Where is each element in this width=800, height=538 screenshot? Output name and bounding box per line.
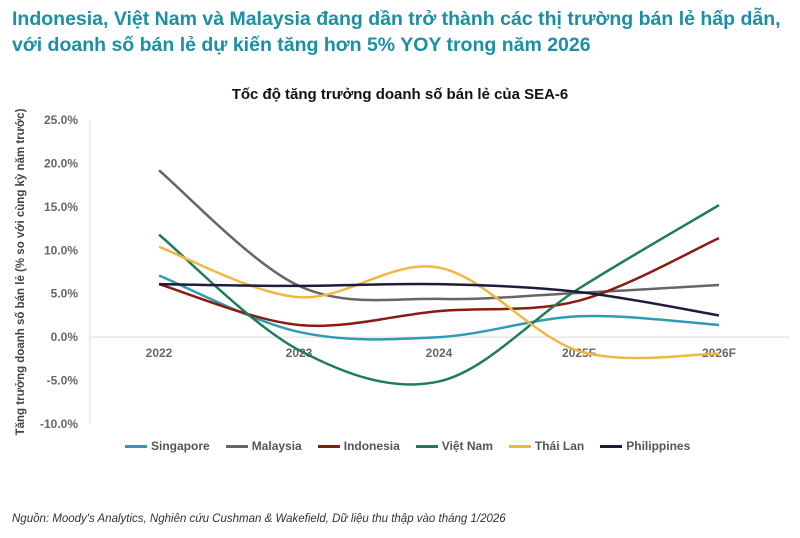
y-tick-label: 25.0% (44, 113, 78, 127)
chart-title: Tốc độ tăng trưởng doanh số bán lẻ của S… (231, 86, 569, 103)
y-tick-label: 10.0% (44, 243, 78, 257)
legend-swatch (225, 444, 248, 448)
series-line-việt-nam (158, 204, 720, 386)
legend-item: Philippines (600, 439, 690, 453)
headline: Indonesia, Việt Nam và Malaysia đang dần… (12, 8, 781, 56)
legend-label: Philippines (626, 439, 691, 453)
legend-label: Singapore (151, 439, 210, 453)
legend-swatch (415, 444, 438, 448)
legend-item: Indonesia (317, 439, 400, 453)
legend-item: Malaysia (225, 439, 302, 453)
source-note: Nguồn: Moody's Analytics, Nghiên cứu Cus… (12, 513, 506, 525)
legend-item: Singapore (125, 439, 210, 453)
y-tick-label: -10.0% (40, 417, 78, 431)
x-tick-label: 2023 (286, 346, 313, 360)
legend-swatch (317, 444, 340, 448)
legend: Singapore Malaysia Indonesia Việt Nam Thái L… (125, 439, 706, 453)
series-line-thái-lan (158, 245, 720, 360)
series-line-malaysia (158, 169, 720, 302)
legend-item: Việt Nam (415, 439, 493, 453)
legend-item: Thái Lan (508, 439, 585, 453)
legend-label: Việt Nam (441, 439, 493, 453)
legend-label: Indonesia (343, 439, 400, 453)
legend-label: Thái Lan (534, 439, 585, 453)
y-tick-label: 15.0% (44, 200, 78, 214)
y-tick-label: -5.0% (47, 374, 79, 388)
legend-label: Malaysia (251, 439, 302, 453)
legend-swatch (125, 444, 147, 448)
y-axis-label: Tăng trưởng doanh số bán lẻ (% so với cù… (15, 108, 27, 435)
series-line-philippines (158, 282, 720, 317)
y-tick-label: 5.0% (51, 287, 79, 301)
legend-swatch (600, 444, 623, 448)
y-tick-label: 20.0% (44, 156, 78, 170)
legend-swatch (508, 444, 531, 448)
y-tick-label: 0.0% (51, 330, 79, 344)
x-tick-label: 2025F (562, 346, 596, 360)
x-tick-label: 2022 (146, 346, 173, 360)
x-tick-label: 2024 (426, 346, 453, 360)
